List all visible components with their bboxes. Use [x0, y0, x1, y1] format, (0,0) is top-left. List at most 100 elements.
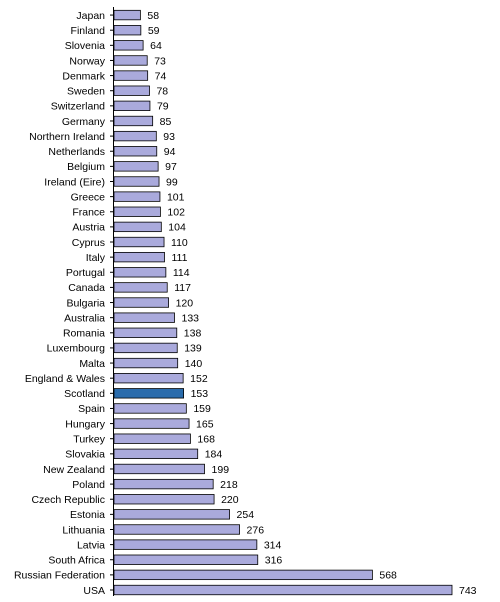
category-label: USA [83, 585, 105, 597]
value-label: 120 [176, 297, 194, 309]
value-label: 73 [154, 55, 166, 67]
bar [113, 373, 184, 384]
bar [113, 539, 258, 550]
bar [113, 509, 230, 520]
category-label: Switzerland [51, 101, 105, 113]
category-label: Lithuania [62, 524, 105, 536]
category-label: England & Wales [25, 373, 105, 385]
category-label: Cyprus [72, 237, 105, 249]
category-label: Hungary [65, 418, 105, 430]
bar [113, 494, 215, 505]
bar [113, 236, 165, 248]
category-label: Northern Ireland [29, 131, 105, 143]
bar [113, 463, 205, 475]
bar [113, 191, 161, 202]
value-label: 220 [221, 494, 239, 506]
value-label: 152 [190, 373, 208, 385]
bar [113, 282, 168, 293]
bar [113, 100, 151, 111]
category-label: Netherlands [48, 146, 105, 158]
value-label: 110 [171, 237, 188, 249]
category-label: Poland [72, 479, 105, 491]
category-label: Bulgaria [66, 297, 105, 309]
value-label: 153 [191, 388, 209, 400]
value-label: 59 [148, 25, 160, 37]
category-label: Romania [63, 328, 105, 340]
value-label: 168 [197, 434, 215, 446]
bar [113, 342, 178, 354]
bar [113, 161, 159, 172]
bar [113, 418, 190, 429]
category-label: Sweden [67, 86, 105, 98]
value-label: 111 [171, 252, 187, 264]
bar [113, 267, 167, 278]
bar [113, 251, 165, 263]
category-label: Malta [79, 358, 105, 370]
category-label: Belgium [67, 161, 105, 173]
bar [113, 25, 142, 36]
bar [113, 297, 169, 308]
category-label: Denmark [62, 70, 105, 82]
value-label: 140 [185, 358, 203, 370]
category-label: Turkey [73, 434, 105, 446]
category-label: Portugal [66, 267, 105, 279]
category-label: Finland [71, 25, 106, 37]
value-label: 64 [150, 40, 162, 52]
value-label: 568 [379, 570, 397, 582]
category-label: Spain [78, 403, 105, 415]
category-label: Japan [76, 10, 105, 22]
category-label: Canada [68, 282, 105, 294]
bar [113, 357, 179, 369]
bar [113, 388, 185, 399]
bar [113, 312, 175, 323]
category-label: New Zealand [43, 464, 105, 476]
bar [113, 146, 158, 157]
value-label: 93 [163, 131, 175, 143]
value-label: 276 [247, 524, 265, 536]
bar [113, 85, 150, 96]
bar [113, 524, 240, 535]
bar [113, 130, 157, 142]
category-label: Latvia [77, 539, 105, 551]
value-label: 314 [264, 539, 282, 551]
value-label: 102 [167, 207, 185, 219]
value-label: 165 [196, 418, 214, 430]
value-label: 78 [156, 86, 168, 98]
value-label: 743 [459, 585, 477, 597]
category-label: Greece [71, 191, 106, 203]
category-label: Italy [86, 252, 106, 264]
bar [113, 584, 453, 596]
bar [113, 221, 162, 233]
category-label: South Africa [48, 555, 105, 567]
bar [113, 569, 373, 581]
bar [113, 40, 144, 51]
bar [113, 403, 187, 414]
value-label: 254 [237, 509, 255, 521]
category-label: Russian Federation [14, 570, 105, 582]
category-label: Scotland [64, 388, 105, 400]
bar [113, 327, 178, 338]
value-label: 74 [155, 70, 167, 82]
bar [113, 448, 199, 459]
value-label: 133 [182, 312, 200, 324]
category-label: Slovakia [65, 449, 105, 461]
category-label: France [72, 207, 105, 219]
category-label: Slovenia [65, 40, 105, 52]
category-label: Austria [72, 222, 105, 234]
value-label: 101 [167, 191, 185, 203]
category-label: Germany [62, 116, 106, 128]
value-label: 117 [174, 282, 191, 294]
category-label: Ireland (Eire) [44, 176, 105, 188]
bar [113, 478, 214, 490]
value-label: 97 [165, 161, 177, 173]
value-label: 316 [265, 555, 283, 567]
bar [113, 554, 259, 565]
value-label: 79 [157, 101, 169, 113]
category-label: Czech Republic [31, 494, 105, 506]
value-label: 184 [205, 449, 223, 461]
value-label: 114 [173, 267, 190, 279]
category-label: Luxembourg [47, 343, 106, 355]
value-label: 139 [184, 343, 202, 355]
value-label: 99 [166, 176, 178, 188]
